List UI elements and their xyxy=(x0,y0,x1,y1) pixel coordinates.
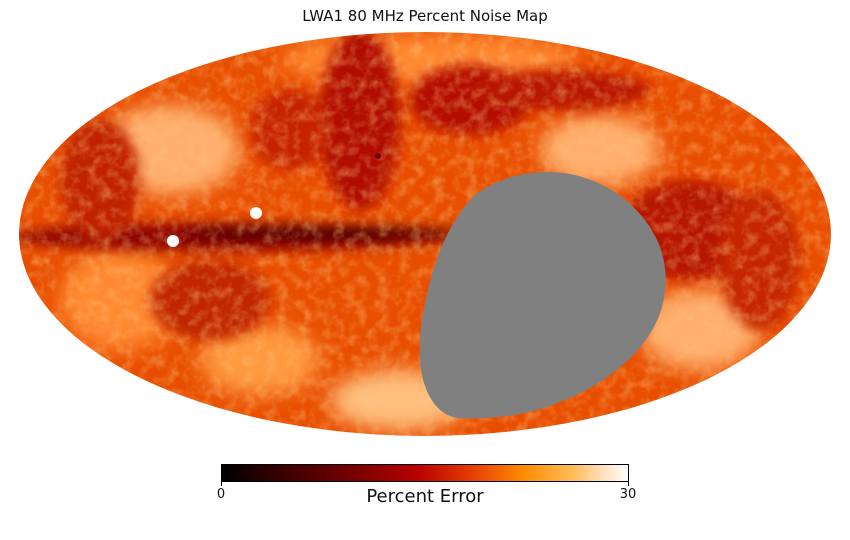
dark-source xyxy=(375,153,381,159)
colorbar-tick-min xyxy=(221,482,222,486)
colorbar-min-label: 0 xyxy=(216,487,226,502)
bright-source xyxy=(167,235,179,247)
colorbar-label: Percent Error xyxy=(366,486,484,507)
bright-source xyxy=(250,207,262,219)
colorbar xyxy=(221,464,629,482)
colorbar-max-label: 30 xyxy=(619,487,637,502)
colorbar-tick-max xyxy=(628,482,629,486)
map-title: LWA1 80 MHz Percent Noise Map xyxy=(302,7,548,25)
masked-region xyxy=(419,172,666,419)
